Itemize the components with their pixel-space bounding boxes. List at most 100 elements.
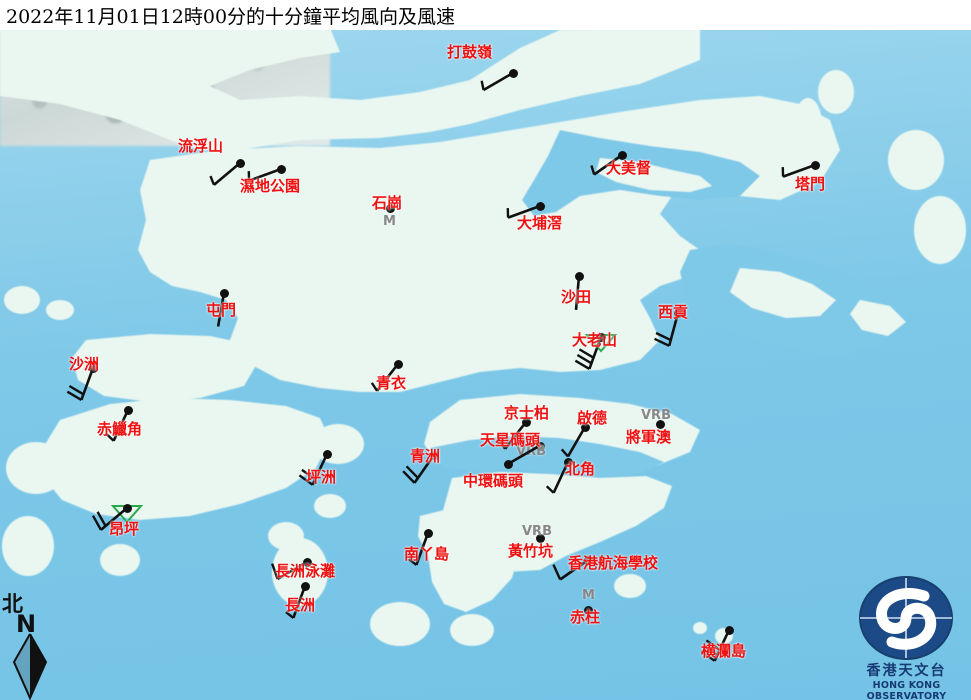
- station-dot: [276, 164, 286, 174]
- wind-barb-icon: [560, 426, 587, 458]
- variable-wind-flag: VRB: [522, 524, 552, 539]
- wind-barb-icon: [545, 461, 570, 494]
- station-label: 長洲: [285, 596, 316, 614]
- wind-barb-icon: [507, 445, 539, 466]
- station-dot: [563, 457, 573, 467]
- compass-rose: 北 N: [2, 588, 64, 700]
- station-dot: [655, 419, 665, 429]
- station-dot: [535, 441, 545, 451]
- station-label: 赤柱: [570, 608, 601, 626]
- station-dot: [583, 605, 593, 615]
- station-label: 流浮山: [178, 137, 224, 155]
- hko-emblem-icon: [859, 576, 953, 660]
- station-label: 西貢: [658, 303, 689, 321]
- page-title: 2022年11月01日12時00分的十分鐘平均風向及風速: [6, 6, 456, 28]
- wind-barb-icon: [498, 421, 528, 450]
- station-label: 香港航海學校: [568, 554, 659, 572]
- station-label: 坪洲: [306, 468, 337, 486]
- station-label: 横瀾島: [701, 642, 747, 660]
- hko-name-cn: 香港天文台: [866, 663, 947, 679]
- wind-barb-icon: [506, 204, 541, 219]
- station-label: 大埔滘: [517, 214, 563, 232]
- station-dot: [300, 581, 310, 591]
- station-label: 濕地公園: [240, 177, 301, 195]
- station-dot: [423, 528, 433, 538]
- compass-north-en: N: [16, 610, 37, 638]
- station-dot: [596, 332, 606, 342]
- station-label: 沙田: [561, 288, 592, 306]
- station-dot: [583, 555, 593, 565]
- station-label: 中環碼頭: [463, 472, 524, 490]
- station-dot: [508, 68, 518, 78]
- station-label: 天星碼頭: [480, 431, 541, 449]
- station-dot: [503, 459, 513, 469]
- station-dot: [88, 363, 98, 373]
- station-label: 屯門: [206, 301, 237, 319]
- wind-barb-icon: [216, 292, 226, 327]
- station-dot: [219, 288, 229, 298]
- missing-data-flag: M: [383, 214, 396, 229]
- station-label: 青衣: [376, 374, 407, 392]
- station-label: 石崗: [372, 194, 403, 212]
- station-label: 京士柏: [504, 404, 550, 422]
- wind-barb-icon: [574, 336, 603, 370]
- wind-barb-icon: [408, 532, 430, 566]
- station-dot: [235, 158, 245, 168]
- station-label: 黃竹坑: [508, 542, 554, 560]
- title-bar: 2022年11月01日12時00分的十分鐘平均風向及風速: [0, 0, 971, 30]
- wind-barb-icon: [271, 560, 308, 581]
- wind-barb-icon: [247, 167, 282, 182]
- wind-barb-icon: [285, 585, 307, 619]
- compass-north-cn: 北: [2, 591, 23, 616]
- station-dot: [302, 557, 312, 567]
- station-dot: [429, 450, 439, 460]
- station-dot: [617, 150, 627, 160]
- wind-barb-icon: [370, 363, 400, 392]
- station-label: 塔門: [795, 175, 826, 193]
- station-dot: [535, 533, 545, 543]
- station-label: 長洲泳灘: [275, 562, 336, 580]
- station-label: 南丫島: [404, 545, 450, 563]
- wind-barb-icon: [552, 558, 589, 581]
- variable-wind-flag: VRB: [641, 408, 671, 423]
- station-label: 昂坪: [109, 520, 140, 538]
- station-dot: [385, 203, 395, 213]
- station-dot: [810, 160, 820, 170]
- wind-barb-icon: [781, 163, 816, 178]
- station-dot: [574, 271, 584, 281]
- wind-barb-icon: [105, 409, 130, 442]
- station-label: 大美督: [606, 159, 652, 177]
- wind-barb-icon: [590, 153, 623, 176]
- station-dot: [580, 422, 590, 432]
- wind-barb-icon: [574, 275, 581, 310]
- wind-barb-icon: [66, 367, 95, 401]
- station-label: 北角: [565, 460, 596, 478]
- wind-barb-icon: [480, 71, 514, 92]
- station-label: 大老山: [572, 331, 618, 349]
- wind-barb-icon: [209, 162, 241, 186]
- station-label: 赤鱲角: [97, 420, 143, 438]
- wind-barb-icon: [654, 312, 680, 347]
- station-dot: [673, 308, 683, 318]
- station-dot: [535, 201, 545, 211]
- wind-barb-icon: [402, 454, 436, 484]
- station-dot: [521, 417, 531, 427]
- station-dot: [724, 625, 734, 635]
- wind-barb-icon: [298, 453, 329, 486]
- missing-data-flag: M: [582, 588, 595, 603]
- station-label: 啟德: [577, 409, 608, 427]
- wind-barb-icon: [700, 629, 731, 662]
- station-dot: [122, 503, 132, 513]
- hko-logo: 香港天文台 HONG KONG OBSERVATORY: [842, 576, 971, 700]
- station-dot: [393, 359, 403, 369]
- station-label: 青洲: [410, 447, 441, 465]
- hko-name-en: HONG KONG OBSERVATORY: [866, 680, 947, 700]
- station-dot: [123, 405, 133, 415]
- station-label: 沙洲: [69, 355, 100, 373]
- station-label: 將軍澳: [626, 428, 672, 446]
- wind-barb-icon: [91, 507, 128, 531]
- station-dot: [322, 449, 332, 459]
- compass-needle-icon: [12, 633, 48, 700]
